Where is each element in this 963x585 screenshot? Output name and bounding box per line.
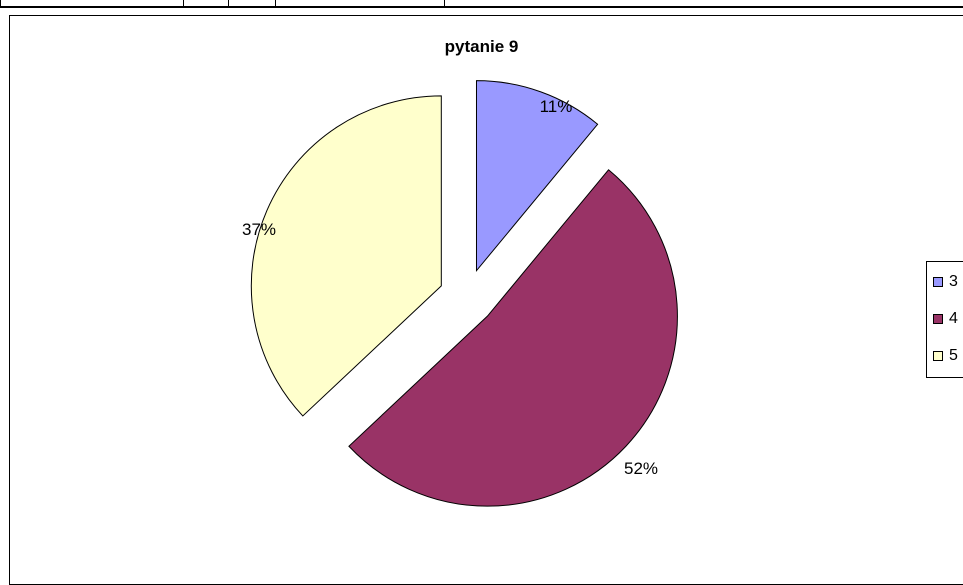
top-fragment bbox=[0, 0, 445, 6]
legend-label: 5 bbox=[949, 347, 958, 364]
legend-item: 4 bbox=[933, 309, 958, 329]
legend-label: 3 bbox=[949, 273, 958, 290]
top-border bbox=[0, 6, 963, 8]
pie-slice-3 bbox=[475, 80, 599, 273]
data-label-4: 52% bbox=[624, 459, 658, 478]
chart-title: pytanie 9 bbox=[444, 37, 519, 56]
legend-item: 3 bbox=[933, 272, 958, 292]
legend-swatch bbox=[933, 314, 943, 324]
legend-swatch bbox=[933, 277, 943, 287]
data-label-5: 37% bbox=[242, 220, 276, 239]
legend-swatch bbox=[933, 351, 943, 361]
data-label-3: 11% bbox=[540, 97, 573, 116]
legend-item: 5 bbox=[933, 346, 958, 366]
legend: 3 4 5 bbox=[926, 261, 963, 378]
pie-chart: 11% 52% 37% bbox=[242, 80, 678, 507]
legend-label: 4 bbox=[949, 310, 958, 327]
pie-slice-5 bbox=[250, 95, 442, 417]
pie-slice-4 bbox=[348, 169, 678, 507]
